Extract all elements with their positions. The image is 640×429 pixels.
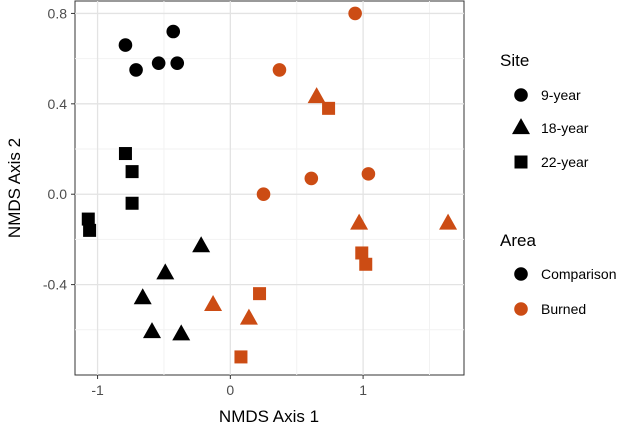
data-point-circle [166,24,181,39]
legend-key-burned [514,302,528,316]
data-point-triangle [307,87,326,104]
data-point-square [125,196,139,210]
legend-keys [512,88,530,316]
data-point-square [81,212,95,226]
data-point-square [234,350,248,364]
data-point-square [359,257,373,271]
y-tick-label: 0.4 [48,96,68,112]
data-point-circle [256,187,271,202]
data-point-circle [151,56,166,70]
x-tick-label: 0 [226,382,234,398]
data-point-triangle [192,236,211,253]
legend-label-9-year: 9-year [541,87,581,103]
data-point-square [118,147,132,161]
data-point-square [125,165,139,179]
legend-key-comparison [514,267,528,281]
data-point-square [253,287,267,301]
y-tick-label: 0.8 [48,5,68,21]
legend-label-burned: Burned [541,301,586,317]
data-point-circle [361,167,376,181]
data-point-circle [170,56,185,70]
legend-area-title: Area [500,231,536,250]
data-point-circle [348,6,362,21]
data-point-triangle [204,295,223,312]
data-point-triangle [143,322,162,339]
legend-key-square [514,155,528,169]
data-point-square [322,101,336,115]
data-point-triangle [172,324,191,341]
legend: Site 9-year 18-year 22-year Area Compari… [500,51,616,317]
data-point-triangle [133,288,152,305]
y-tick-label: 0.0 [48,186,68,202]
legend-site-title: Site [500,51,529,70]
legend-key-circle [514,88,528,102]
legend-key-triangle [512,118,530,135]
data-point-square [355,246,369,260]
x-tick-label: 1 [359,382,367,398]
legend-label-18-year: 18-year [541,120,589,136]
data-point-triangle [156,263,175,280]
x-axis-title: NMDS Axis 1 [219,407,319,426]
data-point-circle [304,171,319,186]
grid-lines [75,1,464,375]
data-points [81,6,458,364]
data-point-circle [118,38,133,52]
legend-label-comparison: Comparison [541,266,616,282]
axis-ticks: -1 0 1 -0.4 0.0 0.4 0.8 [43,5,367,398]
data-point-triangle [350,213,369,230]
data-point-triangle [239,308,258,325]
legend-label-22-year: 22-year [541,154,589,170]
data-point-circle [129,63,143,77]
plot-panel [74,0,465,376]
data-point-triangle [439,213,458,230]
x-tick-label: -1 [91,382,104,398]
y-tick-label: -0.4 [43,277,67,293]
data-point-circle [272,63,287,77]
y-axis-title: NMDS Axis 2 [5,138,24,238]
data-point-square [83,223,97,237]
